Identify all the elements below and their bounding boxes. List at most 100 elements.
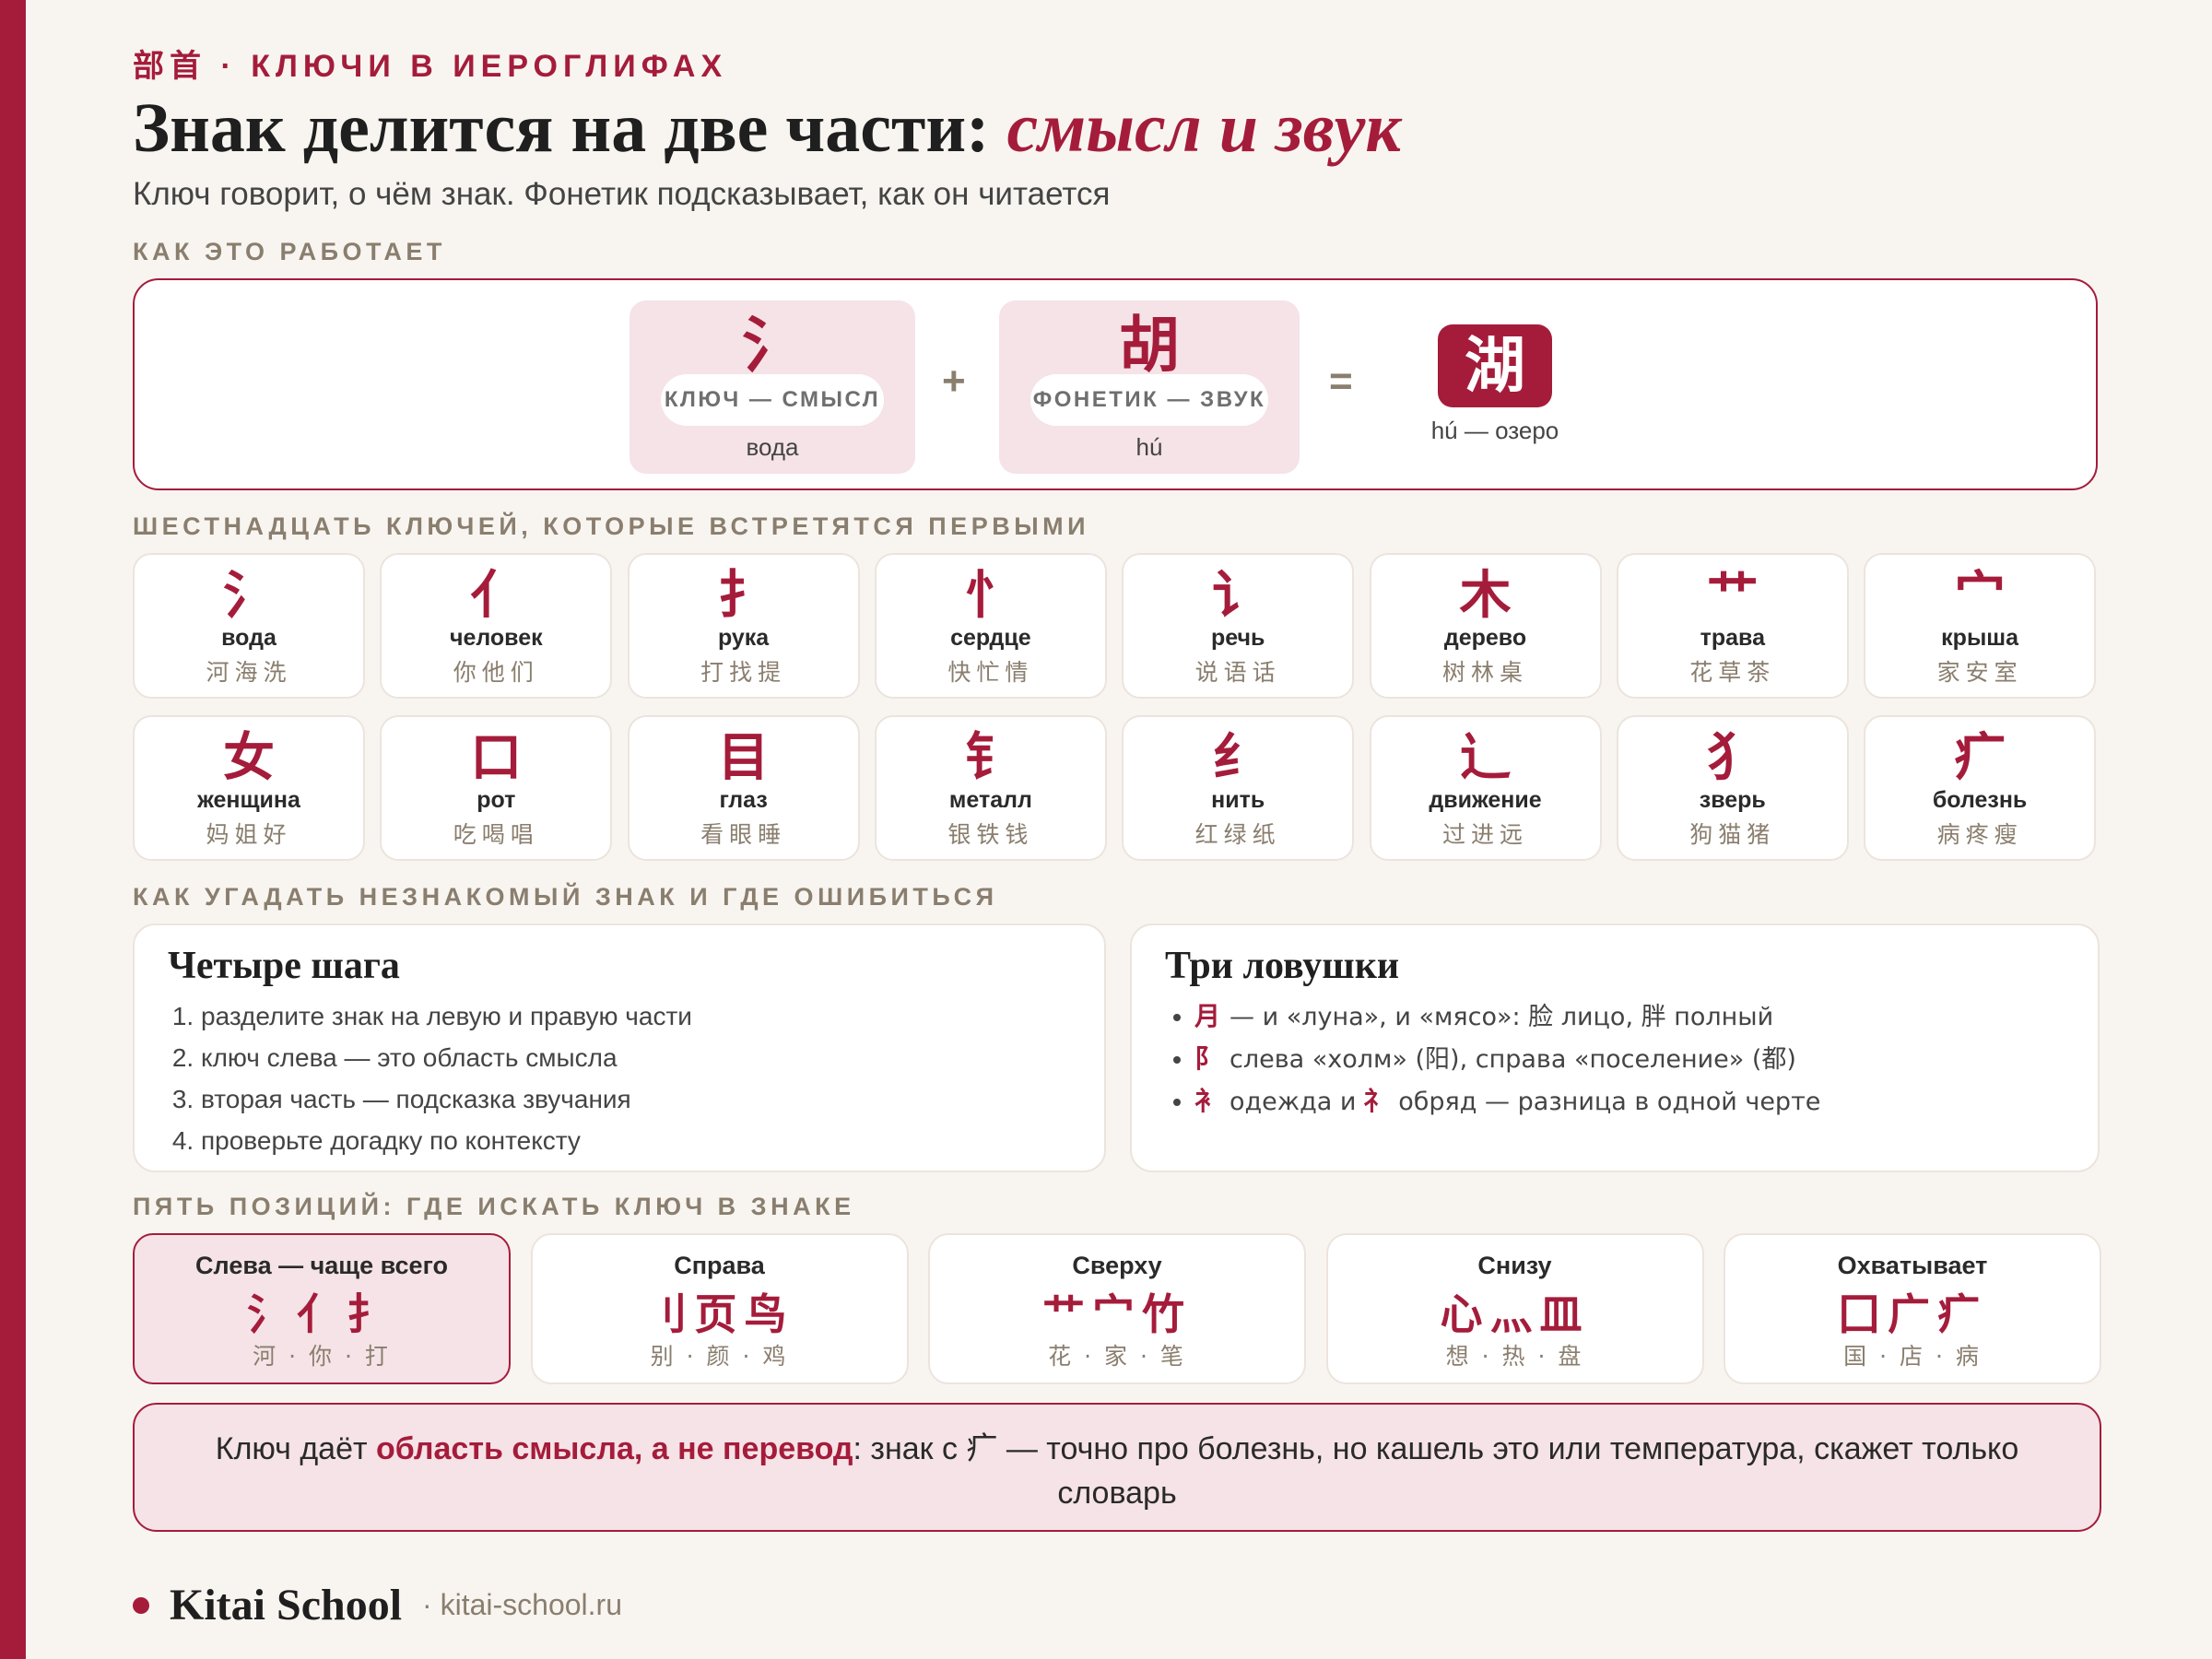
radical-glyph: 目 xyxy=(717,728,770,788)
radical-name: рука xyxy=(717,625,770,651)
position-glyphs: 艹宀竹 xyxy=(1042,1289,1192,1339)
radical-name: женщина xyxy=(197,787,300,813)
radical-examples: 树林桌 xyxy=(1441,659,1528,686)
radical-glyph: 木 xyxy=(1459,566,1512,626)
note-emphasis: область смысла, а не перевод xyxy=(376,1431,853,1466)
trap-item: 月 — и «луна», и «мясо»: 脸 лицо, 胖 полный xyxy=(1194,995,1820,1038)
position-title: Сверху xyxy=(1072,1252,1162,1279)
position-glyphs: 刂页鸟 xyxy=(644,1289,794,1339)
left-accent-bar xyxy=(0,0,26,1659)
radical-name: нить xyxy=(1211,787,1265,813)
section-label-positions: ПЯТЬ ПОЗИЦИЙ: ГДЕ ИСКАТЬ КЛЮЧ В ЗНАКЕ xyxy=(133,1193,855,1220)
radical-card: 讠 речь 说语话 xyxy=(1122,553,1355,699)
radical-card: 扌 рука 打找提 xyxy=(627,553,860,699)
trap-text: обряд — разница в одной черте xyxy=(1398,1088,1821,1116)
radical-glyph: 氵 xyxy=(223,566,275,626)
radical-card: 艹 трава 花草茶 xyxy=(1616,553,1849,699)
radical-card: 犭 зверь 狗猫猪 xyxy=(1616,715,1849,861)
traps-card: Три ловушки 月 — и «луна», и «мясо»: 脸 лиц… xyxy=(1130,924,2100,1172)
traps-title: Три ловушки xyxy=(1165,945,1400,987)
radical-examples: 看眼睡 xyxy=(700,821,787,848)
radical-name: зверь xyxy=(1699,787,1766,813)
radical-examples: 吃喝唱 xyxy=(453,821,539,848)
trap-text: одежда и xyxy=(1230,1088,1357,1116)
radical-examples: 河海洗 xyxy=(206,659,292,686)
radical-examples: 红绿纸 xyxy=(1194,821,1281,848)
position-examples: 国 · 店 · 病 xyxy=(1843,1343,1982,1370)
radical-name: движение xyxy=(1429,787,1542,813)
kicker: 部首 · КЛЮЧИ В ИЕРОГЛИФАХ xyxy=(133,49,728,84)
position-card: Охватывает 囗广疒国 · 店 · 病 xyxy=(1724,1233,2101,1384)
position-title: Охватывает xyxy=(1837,1252,1988,1279)
position-glyphs: 心灬皿 xyxy=(1440,1289,1590,1339)
position-glyphs: 氵亻扌 xyxy=(247,1289,396,1339)
footer: Kitai School · kitai-school.ru xyxy=(133,1580,622,1630)
radical-glyph: 扌 xyxy=(717,566,770,626)
formula-panel: 氵 КЛЮЧ — СМЫСЛ вода + 胡 ФОНЕТИК — ЗВУК h… xyxy=(133,278,2098,490)
formula-phonetic-glyph: 胡 xyxy=(1119,310,1180,381)
formula-key-meaning: вода xyxy=(746,433,799,461)
radical-card: 目 глаз 看眼睡 xyxy=(627,715,860,861)
formula-key-part: 氵 КЛЮЧ — СМЫСЛ вода xyxy=(629,300,915,474)
radical-glyph: 口 xyxy=(470,728,523,788)
radical-name: рот xyxy=(477,787,516,813)
position-title: Справа xyxy=(674,1252,765,1279)
formula-result-glyph: 湖 xyxy=(1438,324,1552,407)
radical-card: 辶 движение 过进远 xyxy=(1369,715,1602,861)
radical-card: 忄 сердце 快忙情 xyxy=(874,553,1107,699)
note-callout: Ключ даёт область смысла, а не перевод: … xyxy=(133,1403,2101,1532)
position-examples: 想 · 热 · 盘 xyxy=(1445,1343,1584,1370)
section-label-guess: КАК УГАДАТЬ НЕЗНАКОМЫЙ ЗНАК И ГДЕ ОШИБИТ… xyxy=(133,883,998,911)
radical-glyph: 宀 xyxy=(1954,566,2006,626)
trap-glyph: 礻 xyxy=(1363,1086,1390,1116)
position-examples: 河 · 你 · 打 xyxy=(253,1343,391,1370)
radical-glyph: 亻 xyxy=(470,566,523,626)
equals-sign: = xyxy=(1329,359,1353,404)
position-card: Слева — чаще всего 氵亻扌河 · 你 · 打 xyxy=(133,1233,511,1384)
note-suffix: : знак с 疒 — точно про болезнь, но кашел… xyxy=(853,1431,2019,1511)
step-item: ключ слева — это область смысла xyxy=(201,1037,692,1078)
steps-list: разделите знак на левую и правую части к… xyxy=(171,995,692,1161)
position-card: Справа 刂页鸟别 · 颜 · 鸡 xyxy=(530,1233,909,1384)
position-title: Слева — чаще всего xyxy=(195,1252,448,1279)
position-glyphs: 囗广疒 xyxy=(1838,1289,1987,1339)
page-title: Знак делится на две части: смысл и звук xyxy=(133,88,1401,169)
radical-card: 亻 человек 你他们 xyxy=(380,553,613,699)
note-prefix: Ключ даёт xyxy=(215,1431,376,1466)
brand-dot-icon xyxy=(133,1596,149,1614)
radical-card: 宀 крыша 家安室 xyxy=(1864,553,2097,699)
radical-examples: 过进远 xyxy=(1441,821,1528,848)
radical-card: 女 женщина 妈姐好 xyxy=(133,715,365,861)
position-card: Снизу 心灬皿想 · 热 · 盘 xyxy=(1325,1233,1704,1384)
formula-phonetic-meaning: hú xyxy=(1135,433,1163,461)
title-main: Знак делится на две части: xyxy=(133,89,1007,167)
radical-card: 钅 металл 银铁钱 xyxy=(874,715,1107,861)
formula-phonetic-part: 胡 ФОНЕТИК — ЗВУК hú xyxy=(999,300,1300,474)
step-item: проверьте догадку по контексту xyxy=(201,1120,692,1161)
trap-item: 衤 одежда и 礻 обряд — разница в одной черте xyxy=(1194,1080,1820,1123)
radical-name: дерево xyxy=(1443,625,1527,651)
radical-name: вода xyxy=(221,625,276,651)
radical-examples: 狗猫猪 xyxy=(1689,821,1776,848)
site-link[interactable]: · kitai-school.ru xyxy=(422,1588,622,1621)
position-title: Снизу xyxy=(1477,1252,1552,1279)
trap-text: слева «холм» (阳), справа «поселение» (都) xyxy=(1230,1045,1796,1074)
section-label-how: КАК ЭТО РАБОТАЕТ xyxy=(133,238,446,265)
title-accent: смысл и звук xyxy=(1006,89,1401,167)
trap-item: 阝 слева «холм» (阳), справа «поселение» (都… xyxy=(1194,1038,1820,1080)
radical-card: 口 рот 吃喝唱 xyxy=(380,715,613,861)
plus-sign: + xyxy=(942,359,966,404)
radical-examples: 银铁钱 xyxy=(947,821,1034,848)
radical-glyph: 女 xyxy=(223,728,275,788)
formula-key-glyph: 氵 xyxy=(742,310,803,381)
radical-name: металл xyxy=(948,787,1032,813)
radical-name: трава xyxy=(1700,625,1765,651)
radical-card: 纟 нить 红绿纸 xyxy=(1122,715,1355,861)
radical-glyph: 疒 xyxy=(1954,728,2006,788)
position-card: Сверху 艹宀竹花 · 家 · 笔 xyxy=(928,1233,1306,1384)
step-item: разделите знак на левую и правую части xyxy=(201,995,692,1037)
step-item: вторая часть — подсказка звучания xyxy=(201,1078,692,1120)
radical-glyph: 艹 xyxy=(1706,566,1759,626)
radical-examples: 妈姐好 xyxy=(206,821,292,848)
traps-list: 月— и «луна», и «мясо»: 脸 лицо, 胖 полный … xyxy=(1169,995,1820,1123)
